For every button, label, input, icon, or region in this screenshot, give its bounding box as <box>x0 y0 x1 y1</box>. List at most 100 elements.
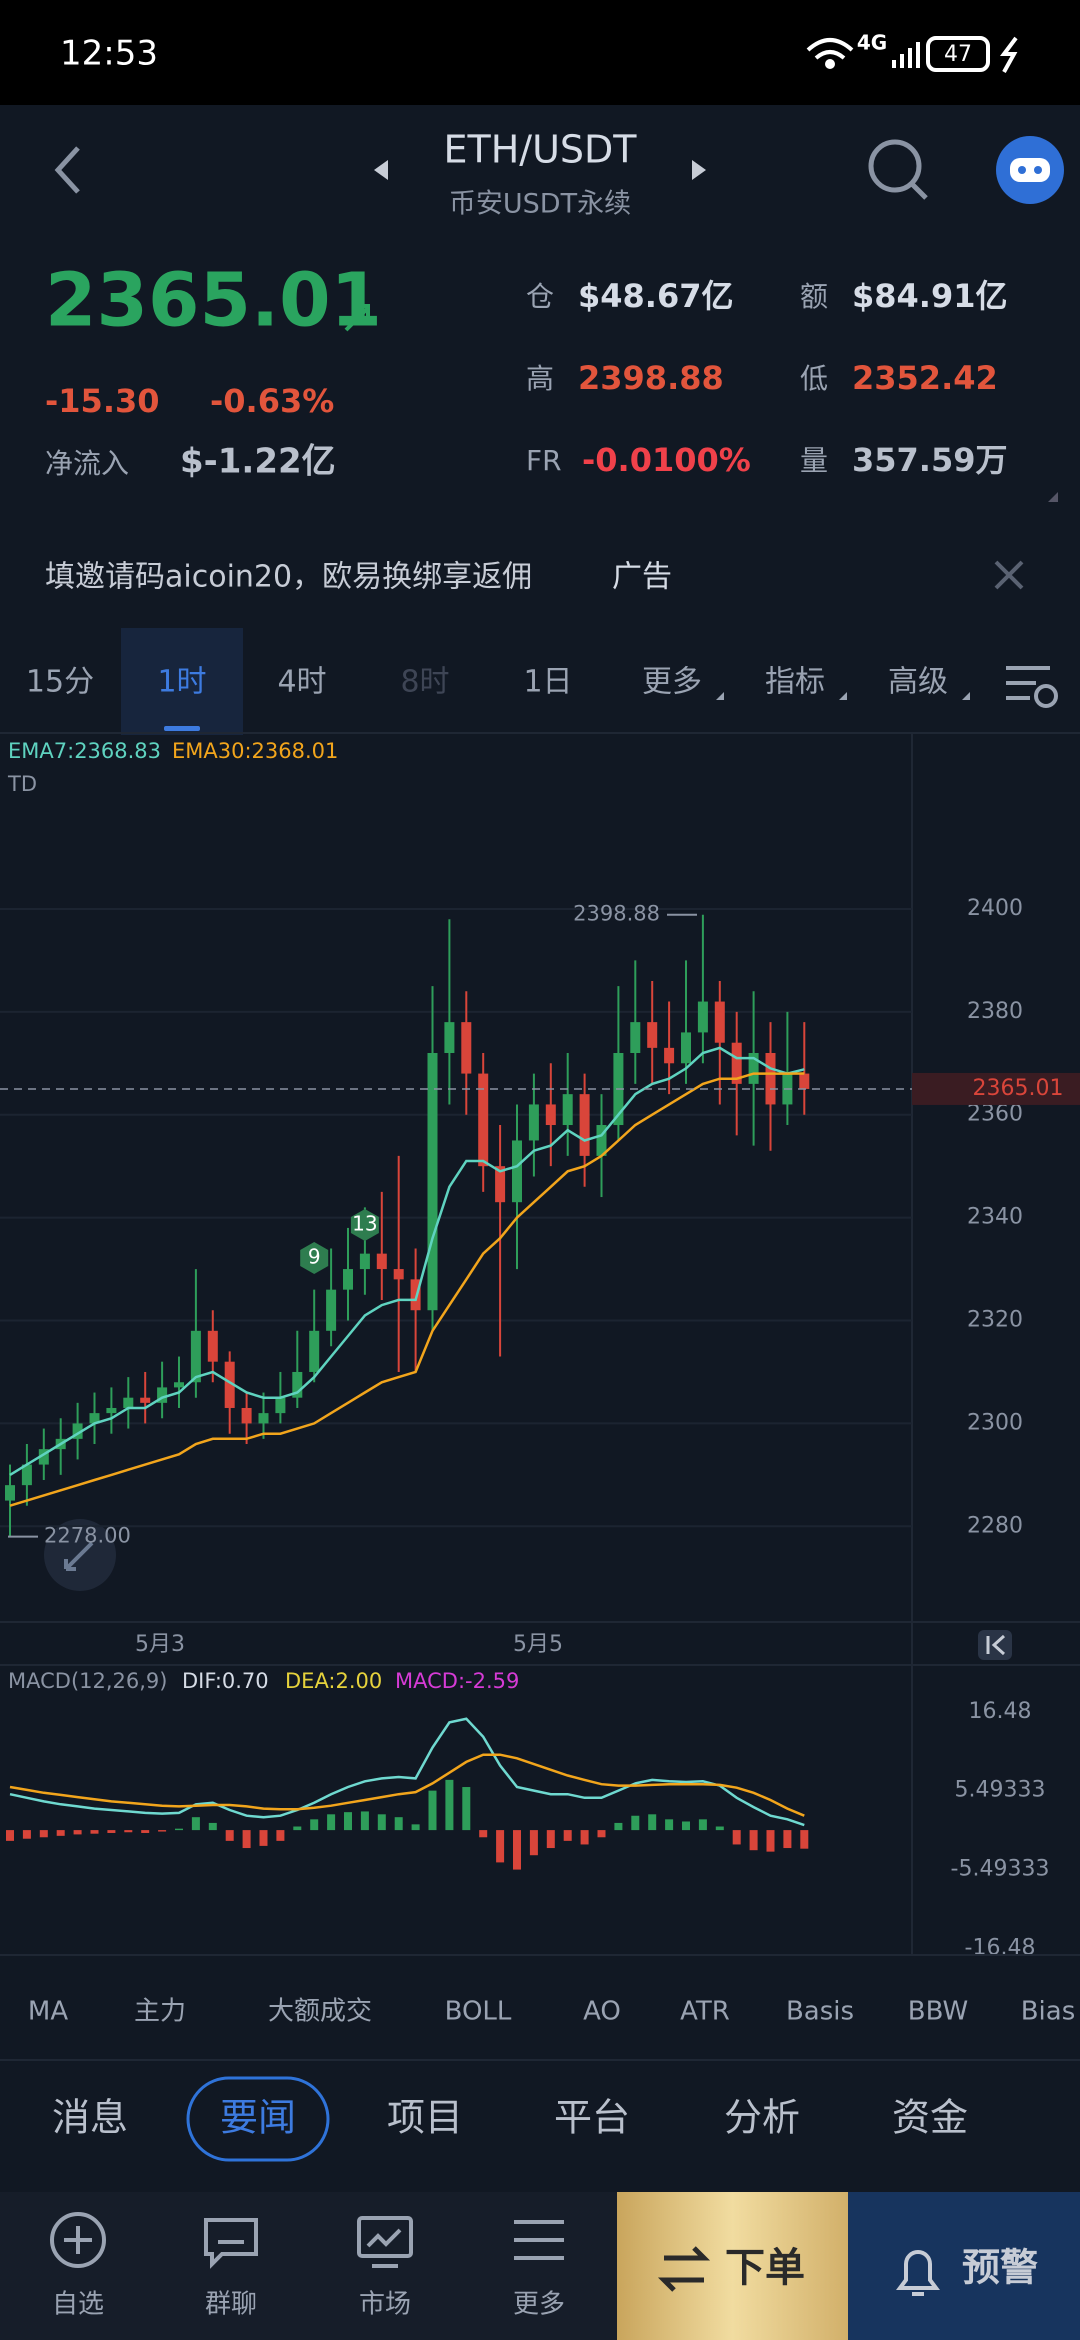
td-marker <box>300 1242 329 1274</box>
zoom-button[interactable] <box>44 1519 116 1591</box>
indicator-tab[interactable]: Basis <box>786 1997 854 2027</box>
y-tick-label: 2360 <box>967 1102 1023 1127</box>
interval-tab[interactable]: 4时 <box>277 665 326 700</box>
candle-body <box>21 1464 32 1486</box>
candle-body <box>410 1279 421 1311</box>
macd-bar <box>394 1817 403 1831</box>
stat-label: 高 <box>526 362 554 395</box>
x-label: 5月3 <box>135 1632 185 1657</box>
search-button[interactable] <box>868 139 928 200</box>
indicator-tab[interactable]: 大额成交 <box>268 1997 372 2027</box>
macd-bar <box>580 1830 589 1845</box>
news-tab[interactable]: 平台 <box>554 2096 630 2140</box>
chart-settings[interactable] <box>1006 666 1058 708</box>
macd-bar <box>39 1830 48 1838</box>
y-tick-label: 2380 <box>967 999 1023 1024</box>
y-tick-label: 2340 <box>967 1205 1023 1230</box>
indicator-tab[interactable]: BOLL <box>445 1997 512 2027</box>
macd-bar <box>698 1819 707 1831</box>
legend-dea: DEA:2.00 <box>285 1669 382 1693</box>
order-button[interactable] <box>617 2192 848 2340</box>
news-tab[interactable]: 分析 <box>724 2096 800 2140</box>
stat-label: 仓 <box>526 280 554 313</box>
macd-bar <box>496 1830 505 1863</box>
order-label[interactable]: 下单 <box>725 2245 805 2291</box>
candle-body <box>309 1330 320 1372</box>
candle-body <box>359 1253 370 1270</box>
news-tab[interactable]: 消息 <box>52 2096 128 2140</box>
candle-body <box>275 1397 286 1414</box>
candle-body <box>630 1022 641 1053</box>
interval-tab[interactable]: 指标 <box>765 665 825 700</box>
news-tab[interactable]: 资金 <box>892 2096 968 2140</box>
candle-body <box>5 1485 15 1501</box>
indicator-tab[interactable]: MA <box>28 1997 68 2027</box>
jump-latest[interactable] <box>978 1630 1012 1660</box>
macd-bar <box>445 1779 454 1831</box>
bell-icon <box>896 2250 940 2296</box>
macd-bar <box>631 1815 640 1831</box>
assistant-avatar[interactable] <box>996 136 1064 204</box>
macd-bar <box>648 1814 657 1831</box>
interval-tab[interactable]: 15分 <box>26 665 94 700</box>
macd-bar <box>377 1814 386 1831</box>
indicator-tab[interactable]: ATR <box>680 1997 730 2027</box>
macd-bar <box>682 1821 690 1831</box>
news-tab[interactable]: 要闻 <box>220 2096 296 2140</box>
nav-label[interactable]: 市场 <box>359 2290 411 2320</box>
news-tab[interactable]: 项目 <box>387 2096 463 2140</box>
nav-label[interactable]: 更多 <box>513 2290 565 2320</box>
last-price-tag <box>912 1072 1080 1105</box>
close-ad[interactable] <box>994 560 1024 590</box>
interval-tab[interactable]: 1时 <box>157 665 206 700</box>
status-bar <box>0 0 1080 105</box>
alert-label[interactable]: 预警 <box>962 2246 1038 2290</box>
macd-label: MACD(12,26,9) <box>8 1669 168 1693</box>
candle-body <box>190 1330 201 1383</box>
nav-label[interactable]: 自选 <box>52 2290 104 2320</box>
pair: ETH/USDT <box>443 128 637 172</box>
clock: 12:53 <box>60 34 158 74</box>
candle-body <box>731 1042 742 1084</box>
high-marker: 2398.88 <box>573 902 660 926</box>
inflow: $-1.22亿 <box>180 442 336 482</box>
stat-label: 低 <box>800 362 828 395</box>
macd-bar <box>344 1812 352 1831</box>
macd-bar <box>242 1830 251 1849</box>
macd-bar <box>411 1824 420 1831</box>
ad-tag: 广告 <box>612 560 672 595</box>
td-label: 9 <box>308 1245 321 1269</box>
interval-tab[interactable]: 8时 <box>400 665 449 700</box>
news-tab-selected <box>186 2076 330 2162</box>
alert-button[interactable] <box>848 2192 1080 2340</box>
candle-body <box>562 1094 573 1126</box>
nav-label[interactable]: 群聊 <box>205 2290 257 2320</box>
macd-bar <box>107 1830 116 1833</box>
dropdown-caret <box>716 692 724 700</box>
candle-body <box>748 1052 759 1084</box>
battery: 47 <box>944 42 972 67</box>
candle-body <box>123 1397 134 1408</box>
macd-bar <box>614 1822 623 1831</box>
candle-body <box>292 1371 303 1398</box>
macd-bar <box>310 1819 319 1831</box>
indicator-tab[interactable]: 主力 <box>134 1997 186 2027</box>
interval-tab[interactable]: 1日 <box>523 665 572 700</box>
candle-body <box>343 1269 353 1290</box>
macd-bar <box>22 1830 31 1839</box>
next-pair[interactable] <box>692 160 706 180</box>
macd-bar <box>546 1830 555 1849</box>
indicator-tab[interactable]: BBW <box>908 1997 968 2027</box>
market: 币安USDT永续 <box>449 189 631 220</box>
interval-tab[interactable]: 高级 <box>888 665 948 700</box>
nav-icons <box>50 2212 564 2269</box>
interval-tab[interactable]: 更多 <box>642 665 702 700</box>
candle-body <box>461 1022 472 1074</box>
macd-bar <box>749 1830 758 1851</box>
indicator-tab[interactable]: Bias <box>1021 1997 1076 2027</box>
prev-pair[interactable] <box>374 160 388 180</box>
indicator-tab[interactable]: AO <box>583 1997 621 2027</box>
back-button[interactable] <box>54 146 80 194</box>
candle-body <box>72 1423 83 1439</box>
